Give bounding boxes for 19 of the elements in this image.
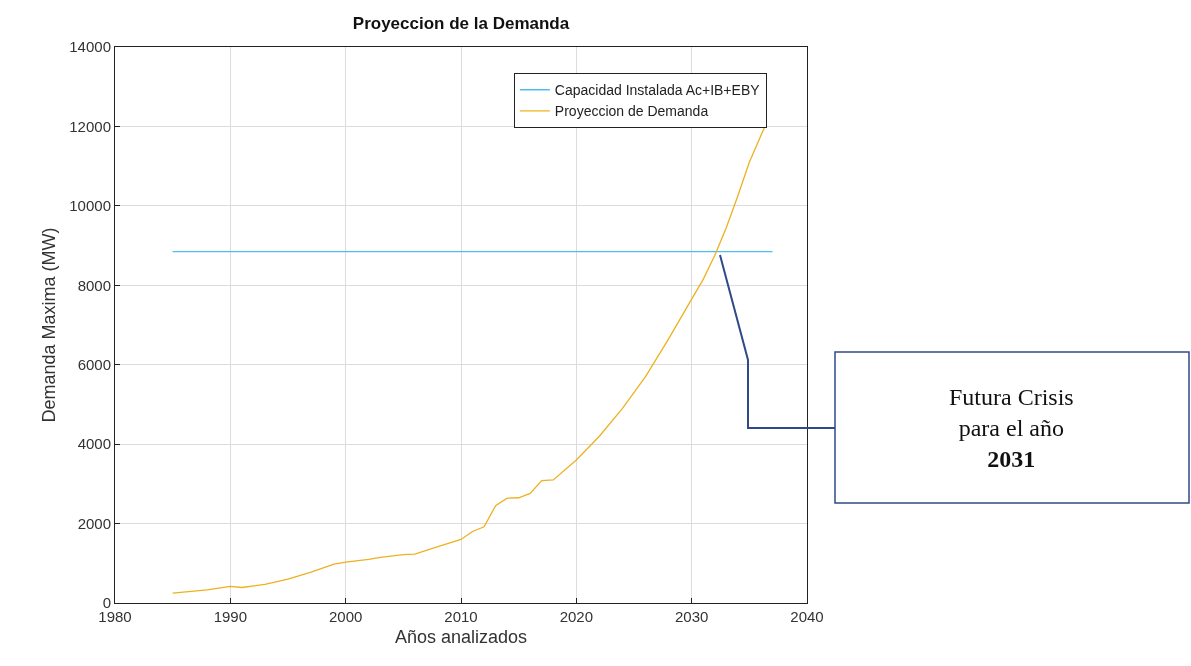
x-tick-label: 2020 (559, 608, 594, 625)
x-tick-label: 2040 (790, 608, 824, 625)
chart-title: Proyeccion de la Demanda (352, 14, 570, 34)
text: Futura Crisis para el año 2031 (949, 384, 1074, 473)
y-tick-label: 12000 (69, 117, 111, 135)
legend-label: Proyeccion de Demanda (554, 103, 709, 120)
x-axis-title: Años analizados (394, 627, 528, 648)
x-tick-label: 2000 (328, 608, 363, 625)
x-tick-label: 2010 (444, 608, 478, 625)
y-tick-label: 14000 (69, 38, 111, 56)
y-axis-title: Demanda Maxima (MW) (39, 227, 60, 423)
x-tick-label: 1990 (213, 608, 248, 625)
x-tick-label: 2030 (674, 608, 709, 625)
y-tick-label: 4000 (77, 435, 111, 453)
y-tick-label: 8000 (77, 276, 111, 294)
y-tick-label: 10000 (69, 197, 111, 215)
legend-label: Capacidad Instalada Ac+IB+EBY (554, 82, 761, 99)
y-tick-label: 2000 (77, 514, 111, 532)
y-tick-label: 6000 (77, 355, 111, 373)
